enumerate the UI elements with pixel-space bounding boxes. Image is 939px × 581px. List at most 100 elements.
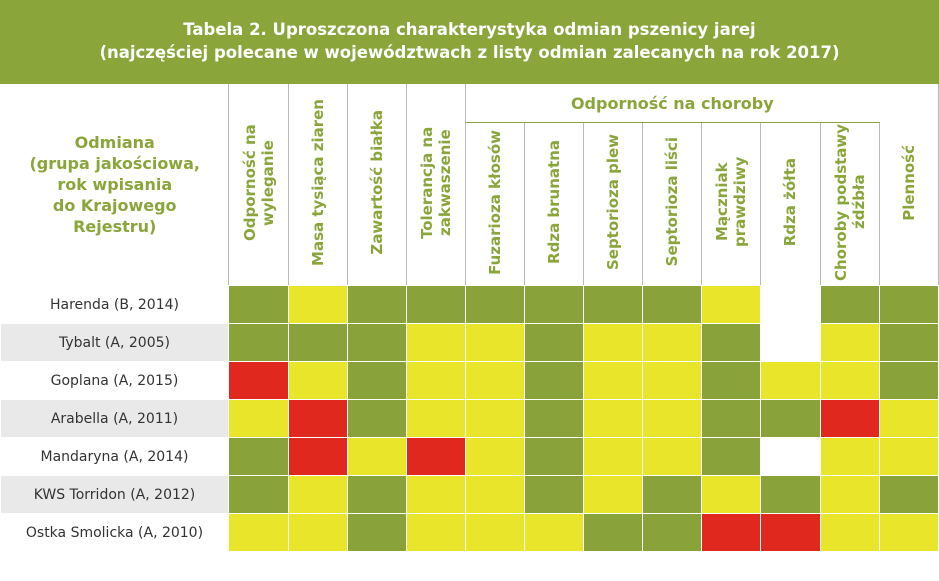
disease-group-header: Odporność na choroby [464, 82, 880, 123]
column-header-protein: Zawartość białka [346, 82, 407, 286]
table-title-bar: Tabela 2. Uproszczona charakterystyka od… [0, 0, 939, 82]
variety-header-line: Odmiana [74, 133, 155, 152]
rating-cell [464, 323, 526, 362]
table-row: Ostka Smolicka (A, 2010) [0, 513, 939, 552]
rating-cell [760, 513, 821, 552]
column-header-label: Septorioza plew [604, 133, 623, 271]
table-row: KWS Torridon (A, 2012) [0, 475, 939, 514]
column-header-label: Odporność na wyleganie [240, 124, 277, 241]
column-header-label: Fuzarioza kłosów [485, 129, 504, 275]
rating-cell [346, 475, 407, 514]
rating-cell [464, 513, 526, 552]
rating-cell [819, 323, 880, 362]
rating-cell [642, 399, 703, 438]
rating-cell [287, 285, 348, 324]
rating-cell [346, 437, 407, 476]
rating-cell [583, 285, 644, 324]
table-row: Arabella (A, 2011) [0, 399, 939, 438]
rating-cell [287, 323, 348, 362]
rating-cell [701, 475, 762, 514]
rating-cell [878, 361, 939, 400]
rating-cell [405, 323, 466, 362]
rating-cell [642, 437, 703, 476]
rating-cell [760, 361, 821, 400]
table-body: Harenda (B, 2014) Tybalt (A, 2005) Goplana… [0, 285, 939, 552]
rating-cell [760, 399, 821, 438]
table-subtitle: (najczęściej polecane w województwach z … [99, 43, 840, 62]
variety-name: Arabella (A, 2011) [0, 399, 230, 438]
variety-name: Ostka Smolicka (A, 2010) [0, 513, 230, 552]
rating-cell [878, 437, 939, 476]
rating-cell [228, 323, 289, 362]
rating-cell [701, 399, 762, 438]
column-header-yield: Plenność [878, 82, 939, 286]
variety-name: Harenda (B, 2014) [0, 285, 230, 324]
column-header-acidity: Tolerancja na zakwaszenie [405, 82, 466, 286]
header-row-sub: Fuzarioza kłosów Rdza brunatna Septorioz… [1, 122, 939, 286]
rating-cell [464, 437, 526, 476]
rating-cell [346, 361, 407, 400]
rating-cell [642, 475, 703, 514]
variety-header-line: (grupa jakościowa, [29, 154, 200, 173]
column-header-label: Rdza żółta [781, 157, 800, 247]
rating-cell [405, 361, 466, 400]
rating-cell [701, 323, 762, 362]
rating-cell [701, 513, 762, 552]
column-header-leaf-blotch: Septorioza liści [642, 122, 703, 286]
rating-cell [701, 437, 762, 476]
rating-cell [878, 475, 939, 514]
rating-cell [405, 399, 466, 438]
rating-cell [583, 399, 644, 438]
column-header-label: Septorioza liści [663, 137, 682, 267]
rating-cell [287, 361, 348, 400]
column-header-label: Choroby podstawy źdźbła [831, 123, 868, 281]
rating-cell [346, 513, 407, 552]
rating-cell [228, 399, 289, 438]
rating-cell [878, 399, 939, 438]
rating-cell [878, 323, 939, 362]
rating-cell [760, 437, 821, 476]
rating-cell [701, 361, 762, 400]
rating-cell [819, 437, 880, 476]
rating-cell [523, 475, 585, 514]
variety-header-line: rok wpisania [57, 175, 173, 194]
column-header-powdery-mildew: Mączniak prawdziwy [701, 122, 762, 286]
rating-cell [583, 361, 644, 400]
column-header-label: Rdza brunatna [545, 140, 564, 264]
rating-cell [464, 475, 526, 514]
rating-cell [583, 437, 644, 476]
variety-column-header: Odmiana (grupa jakościowa, rok wpisania … [0, 82, 230, 286]
column-header-tkw: Masa tysiąca ziaren [287, 82, 348, 286]
column-header-lodging: Odporność na wyleganie [228, 82, 289, 286]
rating-cell [760, 285, 821, 324]
column-header-yellow-rust: Rdza żółta [760, 122, 821, 286]
column-header-label: Masa tysiąca ziaren [308, 99, 327, 266]
rating-cell [228, 475, 289, 514]
rating-cell [405, 437, 466, 476]
rating-cell [464, 399, 526, 438]
variety-name: Goplana (A, 2015) [0, 361, 230, 400]
column-header-label: Tolerancja na zakwaszenie [417, 126, 454, 239]
rating-cell [228, 285, 289, 324]
rating-cell [405, 475, 466, 514]
column-header-label: Mączniak prawdziwy [713, 156, 750, 248]
rating-cell [228, 361, 289, 400]
rating-cell [228, 513, 289, 552]
rating-cell [405, 285, 466, 324]
rating-cell [878, 285, 939, 324]
rating-cell [760, 323, 821, 362]
rating-cell [523, 513, 585, 552]
rating-cell [405, 513, 466, 552]
rating-cell [583, 475, 644, 514]
variety-table: Odmiana (grupa jakościowa, rok wpisania … [0, 82, 939, 552]
variety-name: Tybalt (A, 2005) [0, 323, 230, 362]
rating-cell [819, 285, 880, 324]
variety-header-line: do Krajowego [52, 196, 177, 215]
rating-cell [642, 285, 703, 324]
rating-cell [287, 399, 348, 438]
rating-cell [642, 323, 703, 362]
column-header-label: Zawartość białka [367, 110, 386, 255]
table-row: Tybalt (A, 2005) [0, 323, 939, 362]
rating-cell [642, 513, 703, 552]
